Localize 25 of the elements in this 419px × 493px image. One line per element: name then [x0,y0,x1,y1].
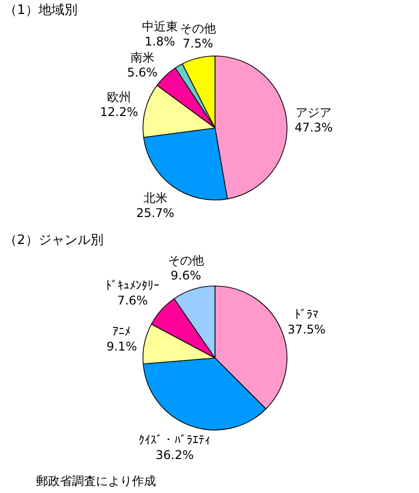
slice-label: 北米 [143,191,168,206]
data-label: 7.6% [117,293,148,308]
slice-label: 欧州 [107,90,132,104]
chart-title: （1）地域別 [4,3,78,18]
data-label: 37.5% [287,322,326,336]
data-label: 9.1% [106,339,137,354]
data-label: 7.5% [182,36,214,51]
slice-label: ﾄﾞﾗﾏ [294,307,319,322]
text: 郵政省調査により作成 [36,474,156,488]
slice-label: ｱﾆﾒ [112,324,131,338]
chart-title: （2）ジャンル別 [4,233,104,248]
slice-label: その他 [168,253,204,268]
slice-label: 中近東 [142,20,178,34]
data-label: 47.3% [294,120,333,134]
data-label: 5.6% [127,66,158,80]
slice-label: ﾄﾞｷｭﾒﾝﾀﾘｰ [106,278,160,292]
slice-label: アジア [296,105,332,120]
data-label: 36.2% [156,448,194,462]
data-label: 25.7% [136,206,174,220]
data-label: 12.2% [100,104,138,119]
data-label: 1.8% [144,34,176,49]
slice-label: ｸｲｽﾞ・ﾊﾞﾗｴﾃｨ [138,432,211,447]
data-label: 9.6% [170,268,202,282]
slice-label: その他 [180,22,216,36]
slice-label: 南米 [130,50,154,65]
